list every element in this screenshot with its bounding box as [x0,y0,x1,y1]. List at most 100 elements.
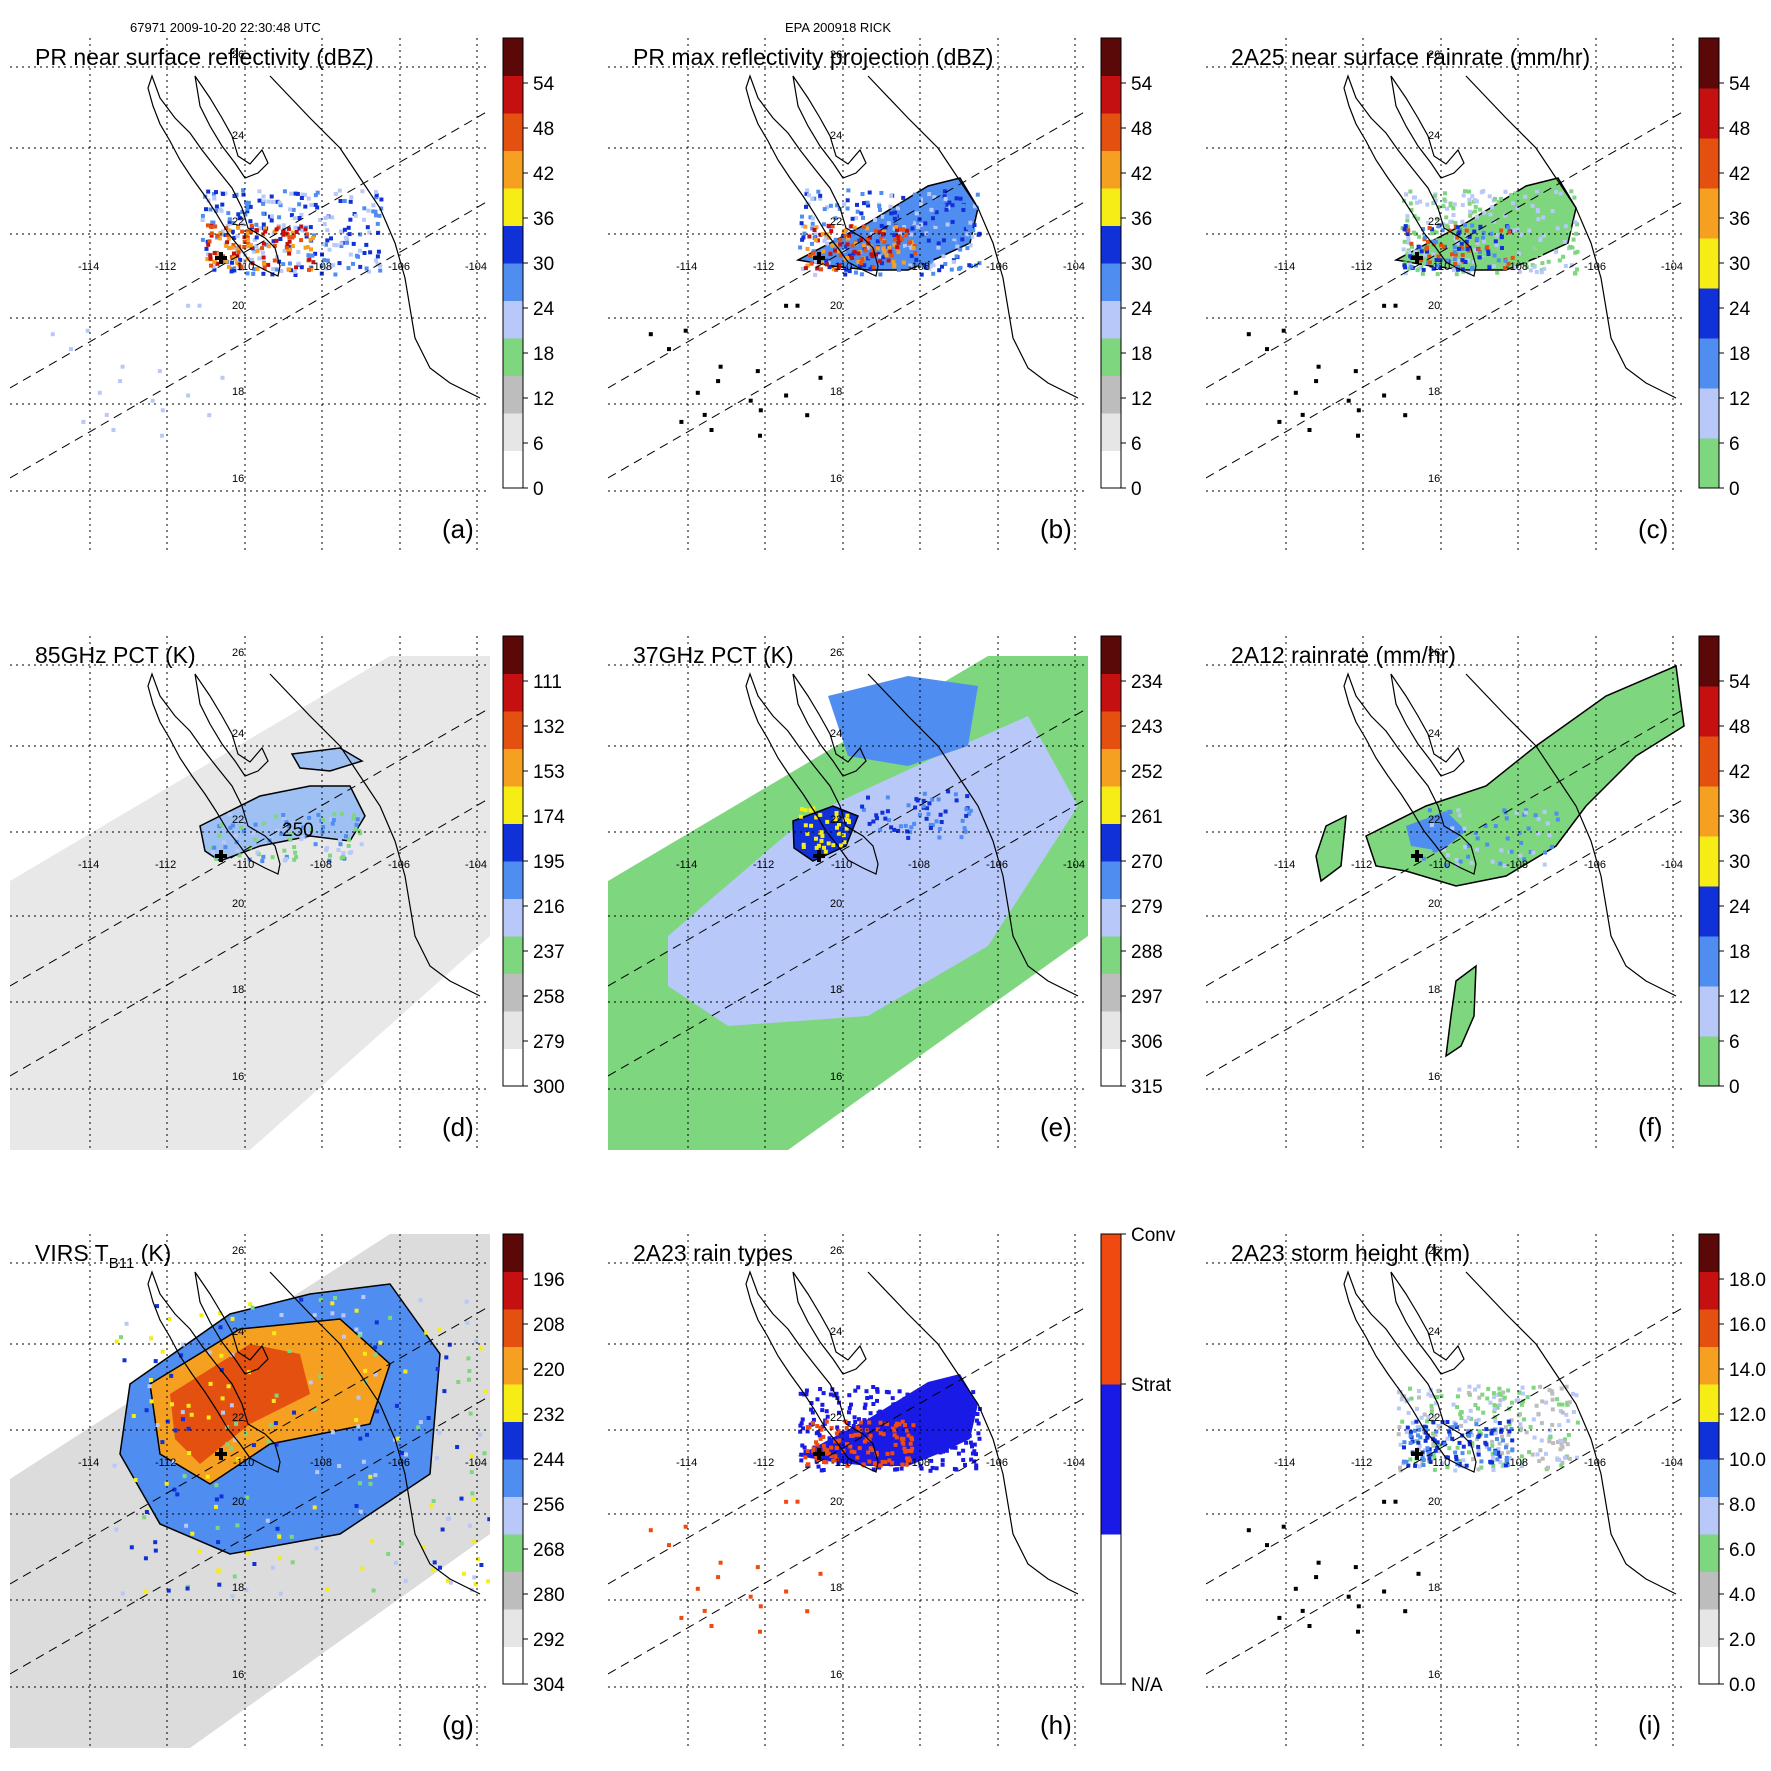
panel-i-scatter-pixel [1356,1629,1360,1634]
panel-c-scatter-pixel [1307,428,1312,432]
panel-c-echo-pixel [1540,201,1545,206]
panel-f-rain-pixel [1522,857,1527,862]
panel-c-core-pixel [1460,267,1465,272]
panel-e-blue-pixel [908,830,913,835]
panel-g-cloud-pixel [214,1497,219,1502]
panel-i-scatter-pixel [1316,1560,1321,1565]
panel-d-pct-pixel [288,832,293,837]
panel-h-echo-pixel [921,1407,926,1412]
panel-g-label: (g) [442,1710,474,1740]
panel-b-echo-pixel [954,254,959,259]
panel-c-echo-pixel [1511,228,1515,233]
panel-b-echo-pixel [896,253,900,258]
panel-b-core-pixel [875,246,880,251]
panel-b-lat-tick: 20 [830,300,842,312]
panel-g-cloud-pixel [252,1562,257,1566]
panel-c-core-pixel [1427,254,1432,259]
panel-b-lon-tick: -106 [986,261,1008,273]
panel-b-echo-pixel [878,272,883,277]
panel-b-core-pixel [818,232,823,237]
panel-b-echo-pixel [909,253,914,258]
panel-b-echo-pixel [802,231,807,236]
panel-b-echo-pixel [853,238,858,243]
panel-c-echo-pixel [1562,239,1567,244]
panel-e-yellow-pixel [798,814,803,819]
panel-i-echo-pixel [1567,1456,1572,1461]
panel-i-echo-pixel [1492,1407,1497,1412]
panel-f-baja-coast [1343,672,1477,875]
panel-c-echo-pixel [1494,242,1499,247]
panel-c-core-pixel [1506,225,1511,230]
panel-h-echo-pixel [919,1466,924,1471]
panel-i-echo-pixel [1564,1384,1569,1389]
panel-i-core-pixel [1420,1455,1425,1460]
panel-c-core-pixel [1440,228,1445,233]
panel-c-core-pixel [1492,253,1497,258]
panel-a-echo-pixel [346,266,351,271]
panel-g-cloud-pixel [455,1445,460,1449]
panel-b-echo-pixel [940,264,944,269]
panel-d-pct-pixel [353,827,358,832]
panel-i-colorbar-ticklabel: 0.0 [1729,1675,1755,1696]
panel-a-core-pixel [236,246,241,251]
panel-i-echo-pixel [1400,1394,1405,1398]
panel-i-echo-pixel [1517,1390,1522,1395]
panel-a-echo-pixel [278,203,283,208]
panel-b-echo-pixel [808,215,813,220]
panel-b-echo-pixel [838,246,843,251]
panel-b-echo-pixel [909,232,914,237]
panel-h-label: (h) [1040,1710,1072,1740]
panel-c-echo-pixel [1498,263,1502,268]
panel-i-mainland-coast [1465,1271,1677,1595]
panel-g-cloud-pixel [184,1523,189,1528]
panel-h-echo-pixel [918,1406,923,1411]
panel-i-core-pixel [1450,1425,1455,1430]
panel-c-core-pixel [1465,243,1469,248]
panel-a-core-pixel [294,230,299,234]
panel-a-echo-pixel [339,241,344,246]
panel-h-echo-pixel [847,1410,851,1415]
panel-h-echo-pixel [969,1409,974,1414]
panel-h-echo-pixel [850,1437,855,1442]
panel-b-echo-pixel [800,214,804,219]
panel-h-echo-pixel [890,1442,895,1447]
panel-d-pct-pixel [241,829,246,834]
panel-i-echo-pixel [1476,1417,1481,1422]
panel-b-core-pixel [843,234,848,239]
panel-g-colorbar-segment [503,1609,523,1647]
panel-i-echo-pixel [1476,1448,1481,1453]
panel-d-pct-pixel [251,831,256,836]
panel-i-echo-pixel [1560,1410,1565,1415]
panel-i-core-pixel [1413,1463,1418,1468]
panel-e-blue-pixel [936,797,941,802]
panel-d-colorbar-ticklabel: 216 [533,897,565,918]
panel-i-echo-pixel [1488,1400,1493,1405]
panel-h-echo-pixel [925,1452,930,1457]
panel-h-echo-pixel [819,1468,824,1473]
panel-b-core-pixel [853,241,858,246]
panel-b-echo-pixel [821,222,826,227]
panel-i-echo-pixel [1417,1444,1422,1449]
panel-b-echo-pixel [860,192,865,196]
panel-f-lat-tick: 24 [1428,728,1440,740]
panel-i-core-pixel [1464,1463,1469,1468]
panel-c-echo-pixel [1546,259,1551,264]
panel-a-core-pixel [272,229,277,234]
panel-e-colorbar-segment [1101,786,1121,824]
panel-i-echo-pixel [1519,1426,1524,1431]
panel-c-echo-pixel [1523,194,1528,199]
panel-c-echo-pixel [1431,229,1436,234]
panel-f-lon-tick: -110 [1429,859,1450,871]
panel-a-echo-pixel [374,213,378,218]
panel-i-core-pixel [1453,1450,1458,1455]
panel-h-echo-pixel [866,1429,871,1434]
panel-a-colorbar-segment [503,188,523,226]
panel-h-core-pixel [894,1435,899,1440]
panel-g-colorbar-ticklabel: 292 [533,1630,565,1651]
panel-b-core-pixel [820,260,825,265]
panel-c-echo-pixel [1453,236,1457,240]
panel-c-core-pixel [1406,228,1411,233]
panel-b-echo-pixel [965,232,970,237]
panel-g-cloud-pixel [153,1359,158,1364]
